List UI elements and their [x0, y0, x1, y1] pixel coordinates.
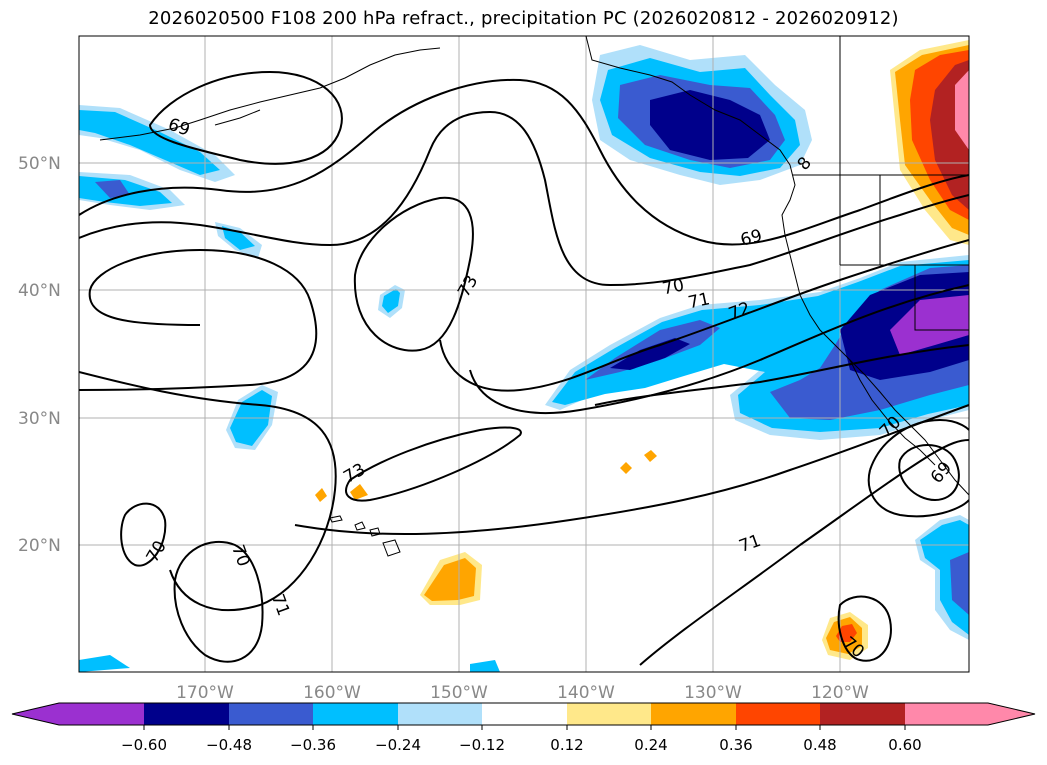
refractivity-contours [79, 70, 969, 666]
colorbar-tick-label: −0.24 [375, 736, 421, 754]
precip-shading-pacific-northwest [592, 45, 812, 185]
precip-shading-california-band [545, 255, 969, 440]
contour-label: 70 [661, 275, 686, 299]
colorbar-segment [905, 703, 988, 725]
colorbar-segment [398, 703, 482, 725]
lat-label-20n: 20°N [18, 536, 61, 556]
precip-shading-small-blob [378, 285, 405, 318]
coastlines [99, 36, 969, 557]
lon-label-150w: 150°W [430, 683, 488, 703]
colorbar-extend-max [988, 703, 1035, 725]
colorbar-segment [567, 703, 651, 725]
colorbar-segment [59, 703, 144, 725]
colorbar: −0.60 −0.48 −0.36 −0.24 −0.12 0.12 0.24 … [11, 702, 1036, 754]
colorbar-segment [820, 703, 905, 725]
colorbar-tick-label: 0.12 [550, 736, 583, 754]
colorbar-tick-label: 0.36 [719, 736, 752, 754]
precip-shading-southeast [79, 515, 969, 672]
colorbar-tick-label: 0.48 [803, 736, 836, 754]
contour-label: 71 [686, 289, 711, 313]
colorbar-extend-min [12, 703, 59, 725]
lat-label-30n: 30°N [18, 409, 61, 429]
colorbar-segment [482, 703, 567, 725]
colorbar-segment [229, 703, 313, 725]
colorbar-tick-label: 0.60 [888, 736, 921, 754]
colorbar-tick-label: −0.12 [459, 736, 505, 754]
lon-label-170w: 170°W [176, 683, 234, 703]
longitude-labels: 170°W 160°W 150°W 140°W 130°W 120°W [176, 683, 869, 703]
lon-label-140w: 140°W [557, 683, 615, 703]
map-title: 2026020500 F108 200 hPa refract., precip… [148, 8, 899, 29]
lon-label-130w: 130°W [684, 683, 742, 703]
latitude-labels: 50°N 40°N 30°N 20°N [18, 154, 61, 556]
colorbar-segment [144, 703, 229, 725]
lat-label-50n: 50°N [18, 154, 61, 174]
colorbar-segment [736, 703, 820, 725]
lat-label-40n: 40°N [18, 281, 61, 301]
colorbar-tick-label: −0.48 [206, 736, 252, 754]
lon-label-160w: 160°W [303, 683, 361, 703]
colorbar-tick-label: −0.60 [121, 736, 167, 754]
colorbar-segment [313, 703, 398, 725]
colorbar-segment [651, 703, 736, 725]
colorbar-tick-label: 0.24 [634, 736, 667, 754]
map-frame [78, 35, 970, 673]
lon-label-120w: 120°W [811, 683, 869, 703]
colorbar-tick-label: −0.36 [290, 736, 336, 754]
